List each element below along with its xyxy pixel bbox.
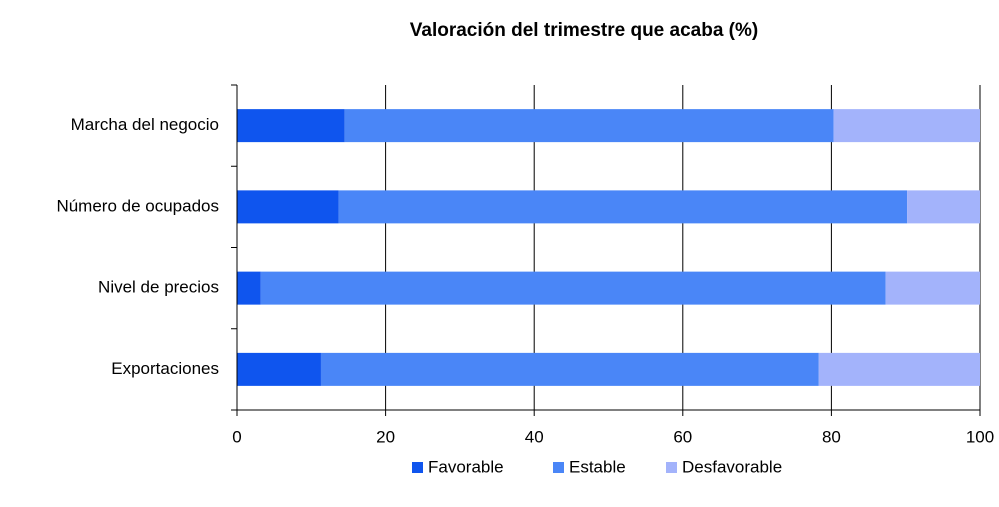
bar-segment xyxy=(907,190,980,224)
bar-segment xyxy=(344,109,834,143)
y-tick-label: Número de ocupados xyxy=(56,196,219,215)
bar-segment xyxy=(237,271,261,305)
bar-segment xyxy=(338,190,908,224)
bar-segment xyxy=(237,190,339,224)
bar-segment xyxy=(320,352,819,386)
x-tick-label: 100 xyxy=(966,427,994,446)
x-tick-label: 40 xyxy=(525,427,544,446)
legend-swatch xyxy=(553,462,564,473)
bar-segment xyxy=(818,352,980,386)
x-tick-label: 0 xyxy=(232,427,241,446)
x-tick-label: 20 xyxy=(376,427,395,446)
chart-title: Valoración del trimestre que acaba (%) xyxy=(410,20,758,41)
bar-segment xyxy=(237,352,321,386)
legend-swatch xyxy=(666,462,677,473)
y-tick-label: Marcha del negocio xyxy=(71,115,219,134)
x-tick-label: 60 xyxy=(673,427,692,446)
bar-segment xyxy=(885,271,980,305)
legend-swatch xyxy=(412,462,423,473)
legend-label: Desfavorable xyxy=(682,457,782,476)
y-tick-label: Exportaciones xyxy=(111,359,219,378)
x-tick-label: 80 xyxy=(822,427,841,446)
legend-label: Estable xyxy=(569,457,626,476)
legend-label: Favorable xyxy=(428,457,504,476)
bar-segment xyxy=(260,271,886,305)
bar-segment xyxy=(237,109,345,143)
y-tick-label: Nivel de precios xyxy=(98,278,219,297)
bar-segment xyxy=(833,109,980,143)
